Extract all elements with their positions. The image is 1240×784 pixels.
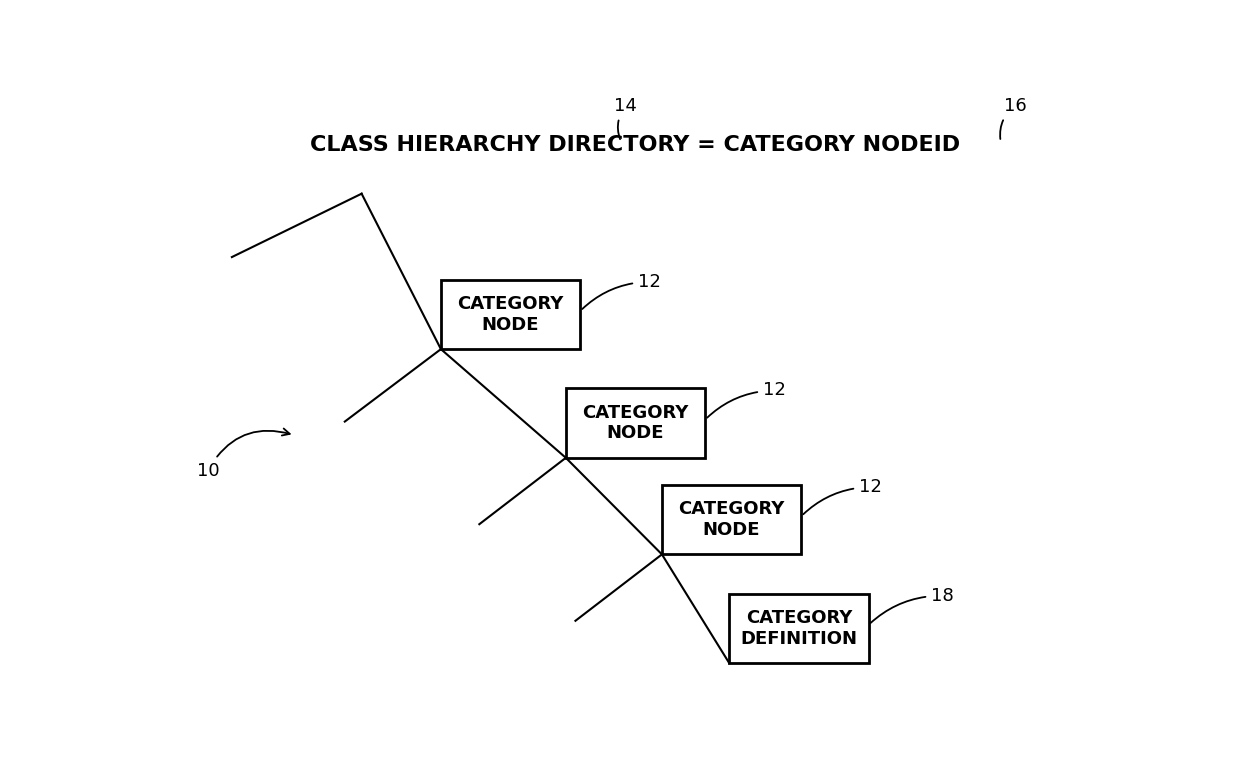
FancyBboxPatch shape [441,280,580,349]
Text: 10: 10 [197,429,290,480]
Text: 18: 18 [870,586,954,623]
Text: CATEGORY
NODE: CATEGORY NODE [583,404,688,442]
Text: 12: 12 [804,478,882,514]
FancyBboxPatch shape [729,593,868,663]
Text: CATEGORY
NODE: CATEGORY NODE [678,500,785,539]
Text: 12: 12 [583,273,661,309]
FancyBboxPatch shape [662,485,801,554]
Text: CATEGORY
NODE: CATEGORY NODE [458,295,564,334]
Text: 14: 14 [615,97,637,140]
FancyBboxPatch shape [565,388,706,458]
Text: 12: 12 [707,382,786,418]
Text: CATEGORY
DEFINITION: CATEGORY DEFINITION [740,609,857,648]
Text: 16: 16 [1001,97,1027,139]
Text: CLASS HIERARCHY DIRECTORY = CATEGORY NODEID: CLASS HIERARCHY DIRECTORY = CATEGORY NOD… [310,136,961,155]
